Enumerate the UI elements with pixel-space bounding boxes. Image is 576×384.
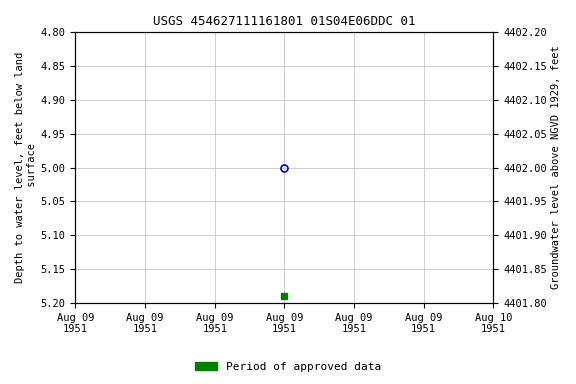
Y-axis label: Depth to water level, feet below land
 surface: Depth to water level, feet below land su… (15, 52, 37, 283)
Y-axis label: Groundwater level above NGVD 1929, feet: Groundwater level above NGVD 1929, feet (551, 46, 561, 290)
Title: USGS 454627111161801 01S04E06DDC 01: USGS 454627111161801 01S04E06DDC 01 (153, 15, 416, 28)
Legend: Period of approved data: Period of approved data (191, 358, 385, 377)
